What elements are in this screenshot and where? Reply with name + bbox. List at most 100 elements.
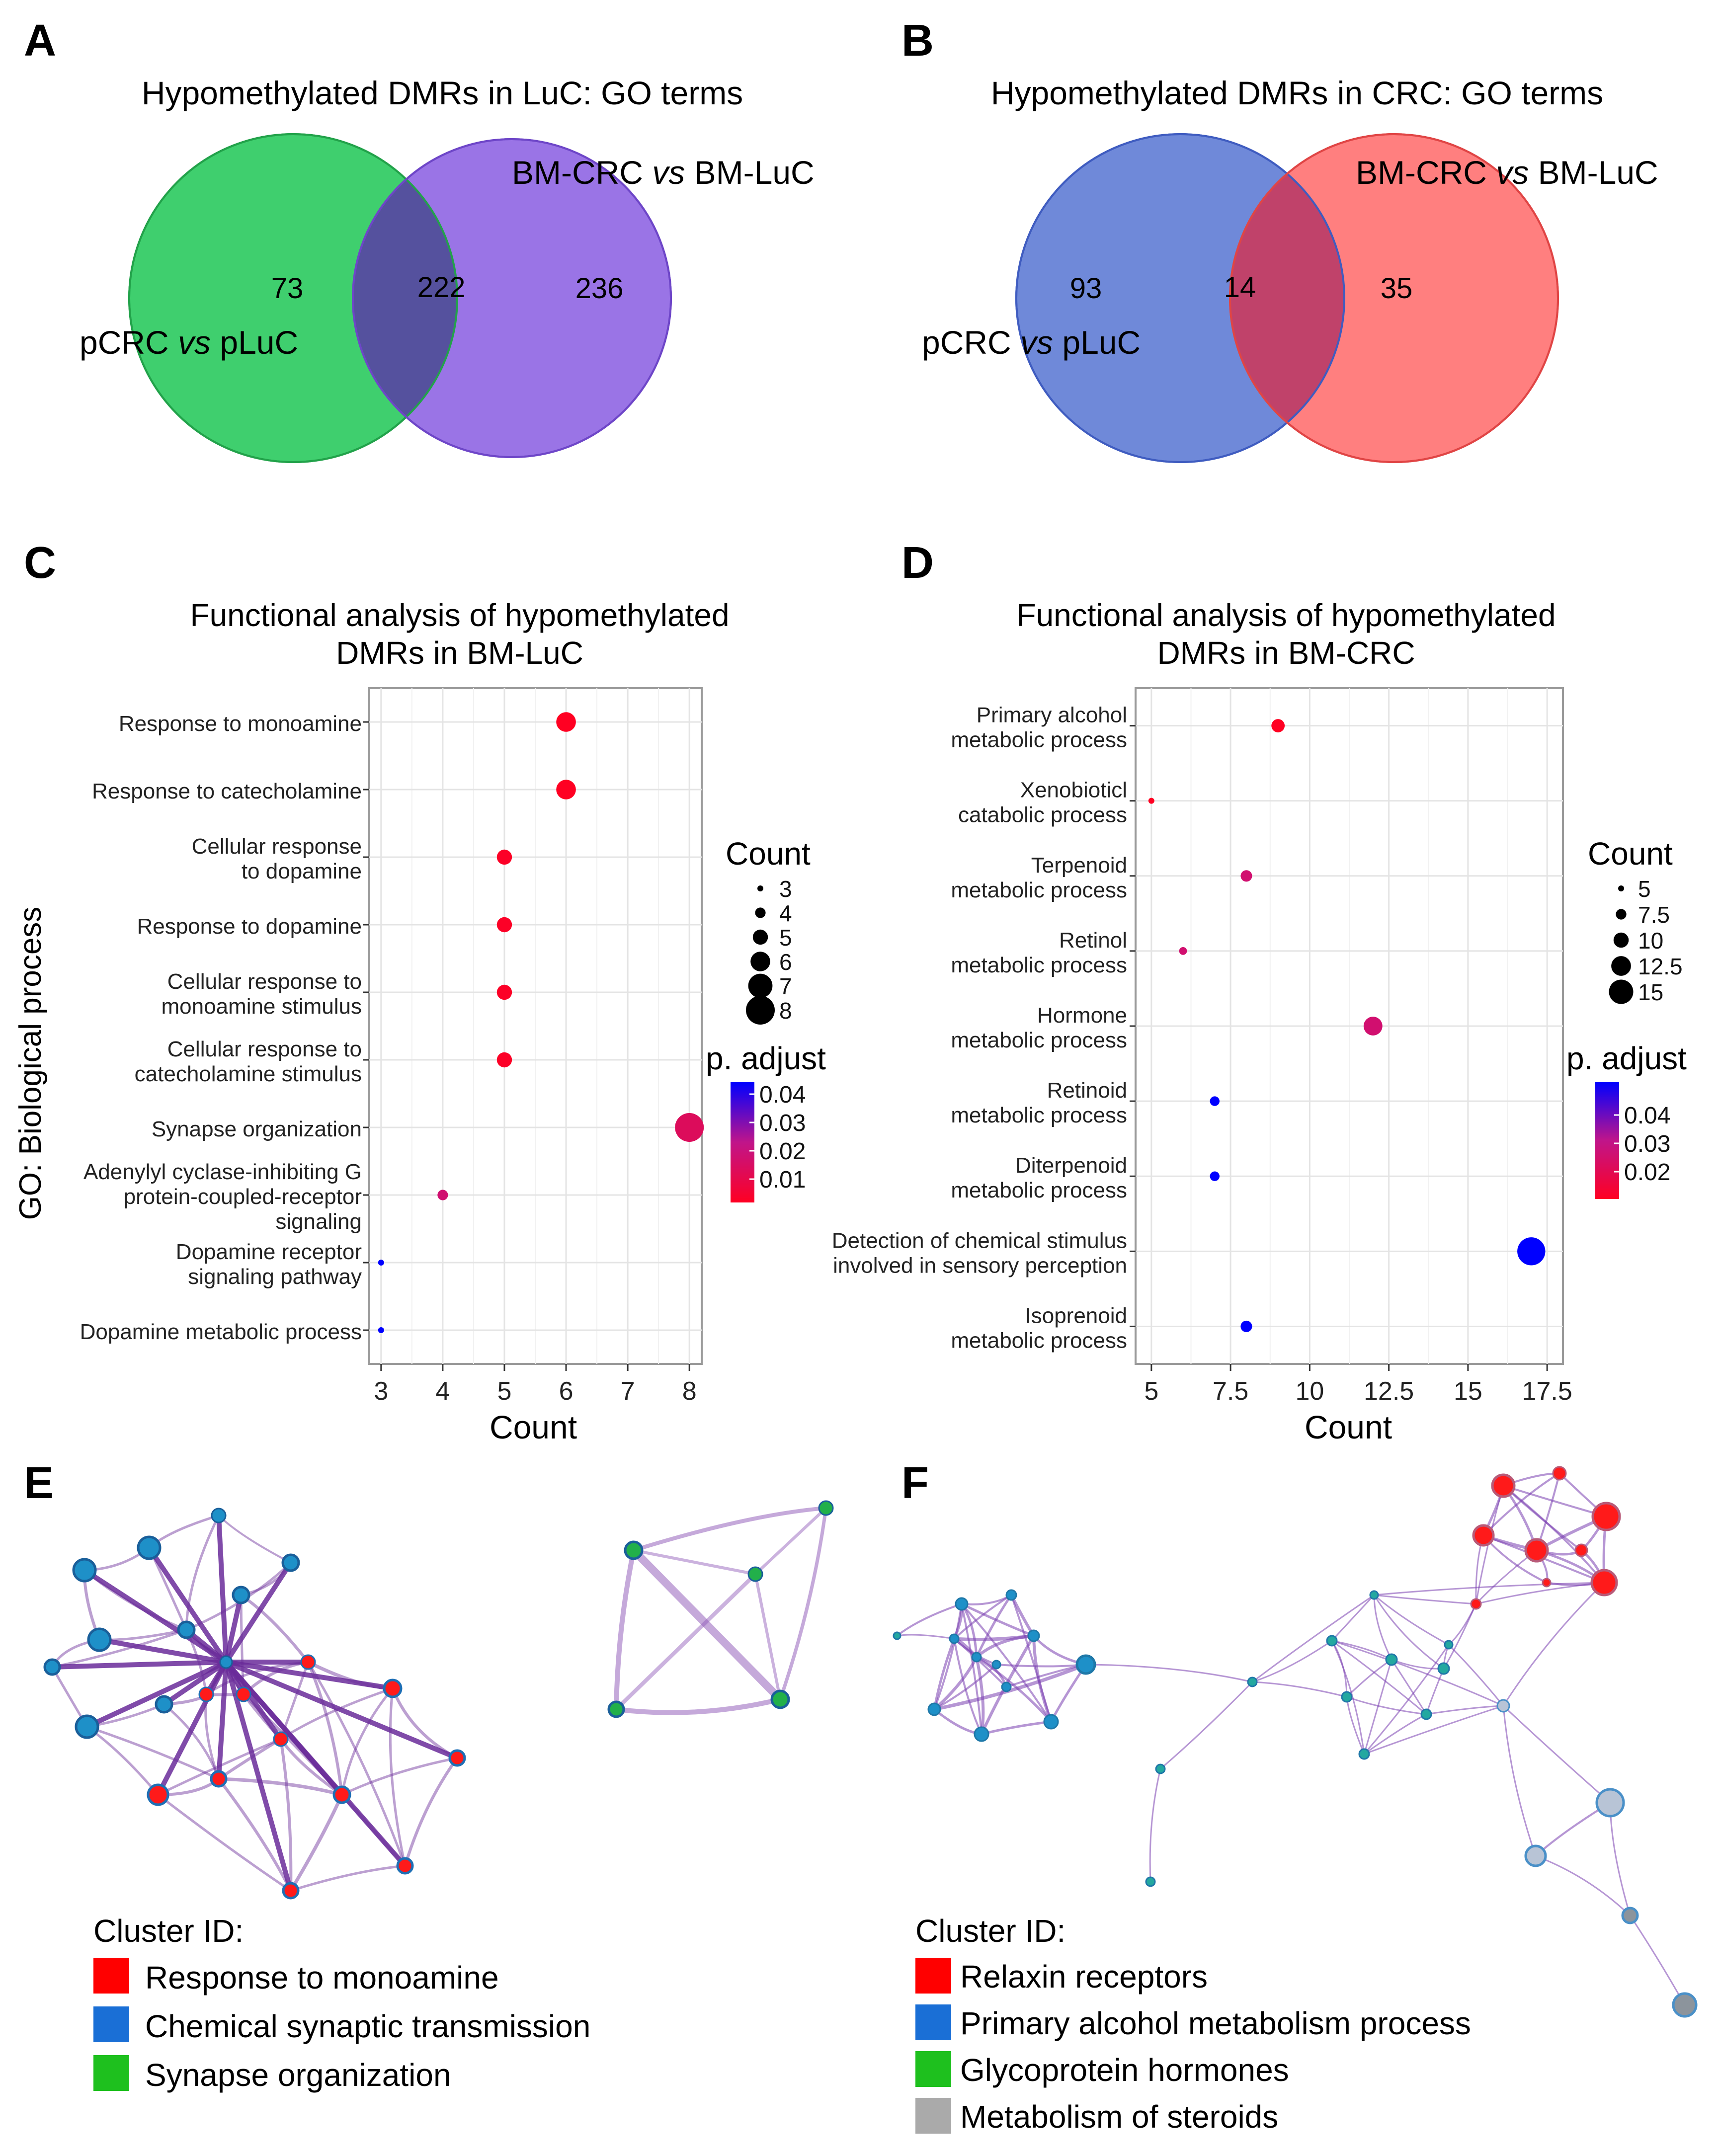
network-edge bbox=[1346, 1659, 1392, 1698]
y-tick-label: metabolic process bbox=[951, 953, 1127, 977]
network-edge bbox=[1149, 1768, 1161, 1883]
network-edge bbox=[340, 1687, 394, 1796]
network-edge bbox=[224, 1660, 408, 1868]
y-tick-label: catecholamine stimulus bbox=[135, 1062, 362, 1086]
network-edge bbox=[218, 1515, 292, 1564]
network-node bbox=[1552, 1466, 1567, 1481]
y-tick-label: Cellular response to bbox=[167, 1037, 362, 1061]
network-node bbox=[1472, 1524, 1495, 1547]
network-edge bbox=[1609, 1802, 1631, 1916]
size-legend-dot bbox=[1613, 932, 1629, 948]
network-node bbox=[1591, 1502, 1621, 1531]
y-tick-label: Retinol bbox=[1059, 928, 1127, 953]
x-tick-label: 15 bbox=[1454, 1377, 1482, 1406]
network-node bbox=[1574, 1543, 1588, 1557]
venn-b-left-label: pCRC vs pLuC bbox=[922, 324, 1141, 361]
network-node bbox=[1005, 1589, 1017, 1601]
network-edge bbox=[632, 1506, 828, 1552]
venn-a-overlap bbox=[353, 179, 457, 417]
data-point bbox=[1363, 1017, 1383, 1036]
colorbar-tick-label: 0.03 bbox=[759, 1110, 806, 1136]
size-legend-label: 5 bbox=[1638, 876, 1651, 902]
network-edge bbox=[51, 1628, 188, 1669]
x-tick-label: 8 bbox=[682, 1377, 697, 1406]
y-tick-label: Dopamine metabolic process bbox=[80, 1320, 362, 1344]
size-legend-dot bbox=[755, 907, 766, 918]
size-legend-label: 8 bbox=[779, 998, 792, 1024]
network-edge bbox=[1346, 1696, 1427, 1715]
network-node bbox=[1420, 1708, 1432, 1720]
network-f-legend-swatch-red bbox=[915, 1958, 951, 1994]
network-edge bbox=[147, 1545, 229, 1665]
network-edge bbox=[224, 1560, 293, 1665]
network-edge bbox=[217, 1777, 344, 1797]
network-edge bbox=[933, 1656, 978, 1711]
network-node bbox=[236, 1686, 251, 1702]
network-edge bbox=[157, 1793, 292, 1892]
network-f-legend-label: Primary alcohol metabolism process bbox=[960, 2005, 1471, 2041]
network-edge bbox=[1391, 1659, 1427, 1715]
network-e-legend-swatch-blue bbox=[93, 2006, 129, 2042]
y-tick-label: Response to catecholamine bbox=[92, 779, 362, 803]
network-edge bbox=[1443, 1603, 1477, 1670]
y-tick-label: Diterpenoid bbox=[1015, 1153, 1127, 1178]
network-edge bbox=[1251, 1640, 1333, 1683]
y-tick-label: Dopamine receptor bbox=[176, 1240, 362, 1264]
y-tick-label: Hormone bbox=[1037, 1003, 1127, 1028]
y-tick-label: Xenobioticl bbox=[1020, 778, 1127, 802]
network-edge bbox=[240, 1594, 310, 1664]
network-node bbox=[273, 1731, 289, 1747]
venn-a-right-label: BM-CRC vs BM-LuC bbox=[512, 154, 815, 191]
network-edge bbox=[307, 1661, 343, 1796]
network-edge bbox=[185, 1514, 220, 1631]
network-node bbox=[974, 1726, 989, 1742]
network-edge bbox=[83, 1569, 188, 1631]
dotplot-c-ylabel: GO: Biological process bbox=[13, 907, 48, 1220]
network-edge bbox=[932, 1663, 1088, 1711]
network-edge bbox=[995, 1664, 1087, 1668]
network-edge bbox=[961, 1603, 1052, 1723]
network-edge bbox=[217, 1777, 292, 1892]
size-legend-label: 10 bbox=[1638, 928, 1663, 954]
panel-letter-a: A bbox=[24, 16, 56, 66]
dotplot-c-size-legend-title: Count bbox=[726, 836, 811, 872]
network-edge bbox=[896, 1634, 955, 1640]
x-tick-label: 10 bbox=[1295, 1377, 1324, 1406]
network-edge bbox=[933, 1664, 997, 1710]
network-node bbox=[893, 1631, 901, 1640]
size-legend-label: 5 bbox=[779, 925, 792, 951]
network-node bbox=[137, 1535, 162, 1560]
network-e-legend-swatch-red bbox=[93, 1958, 129, 1994]
dotplot-d-title-line-2: DMRs in BM-CRC bbox=[1157, 635, 1415, 671]
dotplot-d-size-legend-title: Count bbox=[1588, 836, 1673, 872]
network-edge bbox=[1251, 1594, 1375, 1683]
size-legend-dot bbox=[1611, 956, 1631, 976]
size-legend-label: 12.5 bbox=[1638, 954, 1683, 979]
network-node bbox=[1027, 1629, 1040, 1642]
y-tick-label: Terpenoid bbox=[1031, 853, 1127, 878]
network-node bbox=[1491, 1473, 1516, 1498]
network-edge bbox=[279, 1687, 394, 1741]
network-node bbox=[955, 1597, 969, 1611]
panel-c: C Functional analysis of hypomethylated … bbox=[13, 538, 826, 1445]
venn-a-right-count: 236 bbox=[575, 272, 624, 305]
dotplot-c-title-line-2: DMRs in BM-LuC bbox=[336, 635, 583, 671]
y-tick-label: Cellular response to bbox=[167, 969, 362, 994]
network-node bbox=[1043, 1714, 1059, 1730]
network-node bbox=[991, 1660, 1001, 1670]
network-edge bbox=[307, 1661, 407, 1867]
venn-b-left-circle-outline bbox=[1015, 133, 1345, 463]
dotplot-c-colorbar bbox=[731, 1082, 754, 1202]
network-node bbox=[949, 1633, 960, 1644]
network-f-legend-swatch-grey bbox=[915, 2098, 951, 2134]
network-node bbox=[1524, 1538, 1549, 1563]
network-edge bbox=[1373, 1594, 1445, 1670]
network-edge bbox=[961, 1603, 983, 1735]
network-node bbox=[383, 1678, 403, 1698]
network-node bbox=[770, 1689, 790, 1709]
network-e-legend-title: Cluster ID: bbox=[93, 1913, 244, 1949]
network-edge bbox=[1448, 1644, 1504, 1707]
